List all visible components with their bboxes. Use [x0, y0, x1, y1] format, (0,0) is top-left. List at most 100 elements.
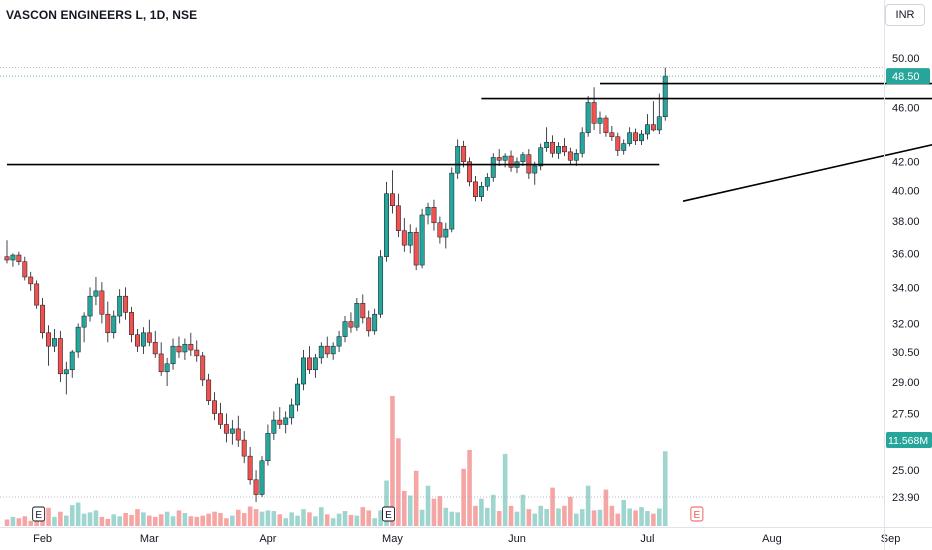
candle-body	[360, 303, 366, 319]
candle-body	[437, 222, 443, 238]
earnings-marker-label: E	[385, 510, 392, 521]
time-axis[interactable]: FebMarAprMayJunJulAugSepOct	[33, 533, 932, 545]
candle-body	[22, 261, 28, 278]
candle-body	[639, 133, 644, 142]
candle-body	[318, 345, 324, 359]
candle-body	[413, 232, 419, 266]
candle-body	[200, 355, 206, 381]
candle-body	[342, 321, 348, 337]
volume-bar	[568, 496, 573, 526]
candle-body	[235, 428, 241, 441]
volume-bar	[241, 513, 247, 526]
candle-body	[473, 181, 478, 197]
price-axis[interactable]: 50.00 46.00 42.00 40.00 38.00 36.00 34.00 32.00…	[886, 53, 932, 504]
volume-bar	[526, 509, 532, 526]
time-axis-divider	[0, 527, 932, 528]
currency-selector[interactable]: INR	[885, 4, 925, 26]
earnings-marker-label: E	[694, 510, 701, 521]
volume-bar	[502, 453, 508, 526]
volume-bar	[366, 510, 372, 526]
volume-bar	[46, 507, 51, 526]
candle-body	[277, 419, 283, 425]
candle-body	[627, 132, 633, 144]
candle-body	[502, 155, 508, 161]
volume-bar	[544, 509, 549, 526]
time-tick-label: Feb	[33, 533, 52, 545]
candle-body	[135, 334, 140, 347]
time-tick-label: Sep	[881, 533, 901, 545]
price-tick-label: 29.00	[892, 377, 920, 389]
candle-body	[650, 124, 656, 131]
price-tick-label: 25.00	[892, 465, 920, 477]
candle-body	[395, 205, 401, 231]
volume-bar	[579, 509, 585, 526]
trendline[interactable]	[682, 123, 932, 202]
time-tick-label: Jul	[640, 533, 654, 545]
price-tick-label: 42.00	[892, 157, 920, 169]
candle-body	[538, 147, 544, 167]
candle-body	[550, 141, 556, 154]
volume-bar	[117, 516, 122, 526]
candle-body	[348, 321, 354, 328]
candle-body	[170, 345, 176, 365]
candle-body	[544, 141, 550, 148]
volume-bar	[645, 511, 650, 526]
candle-body	[164, 363, 170, 373]
candle-body	[597, 117, 603, 124]
candle-body	[306, 357, 312, 371]
candle-body	[561, 146, 567, 153]
candle-body	[644, 124, 650, 135]
volume-bar	[485, 507, 490, 526]
volume-bar	[473, 505, 478, 526]
candle-body	[289, 404, 295, 419]
volume-bar	[372, 518, 377, 526]
candle-body	[419, 214, 425, 266]
earnings-marker[interactable]	[382, 506, 395, 522]
volume-bar	[93, 510, 99, 526]
volume-bar	[573, 513, 579, 526]
volume-bar	[218, 513, 223, 526]
candle-body	[259, 460, 265, 495]
candle-body	[129, 312, 134, 335]
volume-bar	[111, 514, 117, 526]
volume-bar	[253, 509, 259, 526]
candle-body	[206, 379, 212, 401]
candle-body	[532, 165, 538, 174]
candle-body	[431, 207, 437, 224]
volume-bar	[69, 505, 75, 526]
candle-body	[585, 102, 591, 133]
candle-body	[117, 295, 123, 317]
price-tick-label: 50.00	[892, 53, 920, 65]
candle-body	[247, 455, 253, 481]
candle-body	[223, 424, 229, 434]
volume-bar	[324, 514, 330, 526]
volume-bar	[597, 509, 603, 526]
volume-bar	[662, 451, 668, 526]
candle-body	[443, 228, 449, 238]
candle-body	[484, 177, 490, 187]
volume-bar	[129, 514, 134, 526]
candle-body	[241, 439, 247, 457]
volume-bar	[271, 511, 277, 526]
earnings-marker[interactable]	[32, 506, 46, 522]
volume-bar	[461, 468, 466, 526]
volume-bar	[230, 515, 235, 526]
volume-bar	[615, 513, 621, 526]
volume-bar	[402, 490, 407, 526]
volume-bar	[479, 498, 484, 526]
candle-body	[87, 295, 93, 317]
volume-bar	[22, 516, 28, 526]
earnings-marker[interactable]	[690, 506, 704, 522]
candle-body	[633, 132, 639, 142]
candle-body	[354, 303, 360, 328]
volume-bar	[556, 508, 561, 526]
price-tick-label: 27.50	[892, 409, 920, 421]
volume-bar	[348, 514, 354, 526]
candle-body	[188, 343, 194, 351]
candle-body	[301, 357, 306, 385]
volume-bar	[283, 518, 289, 526]
volume-bar	[627, 508, 632, 526]
candle-body	[28, 276, 34, 285]
